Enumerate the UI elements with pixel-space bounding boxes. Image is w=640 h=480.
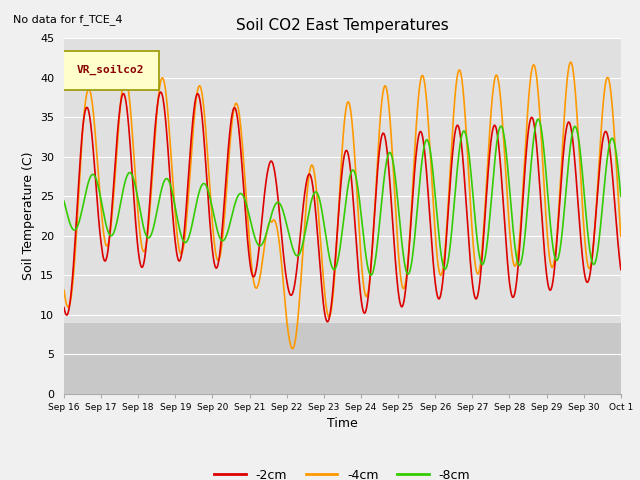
FancyBboxPatch shape	[61, 51, 159, 90]
Text: No data for f_TCE_4: No data for f_TCE_4	[13, 14, 122, 25]
Text: VR_soilco2: VR_soilco2	[76, 64, 144, 75]
Title: Soil CO2 East Temperatures: Soil CO2 East Temperatures	[236, 18, 449, 33]
Y-axis label: Soil Temperature (C): Soil Temperature (C)	[22, 152, 35, 280]
X-axis label: Time: Time	[327, 417, 358, 430]
Bar	[64, 323, 621, 394]
Legend: -2cm, -4cm, -8cm: -2cm, -4cm, -8cm	[209, 464, 476, 480]
